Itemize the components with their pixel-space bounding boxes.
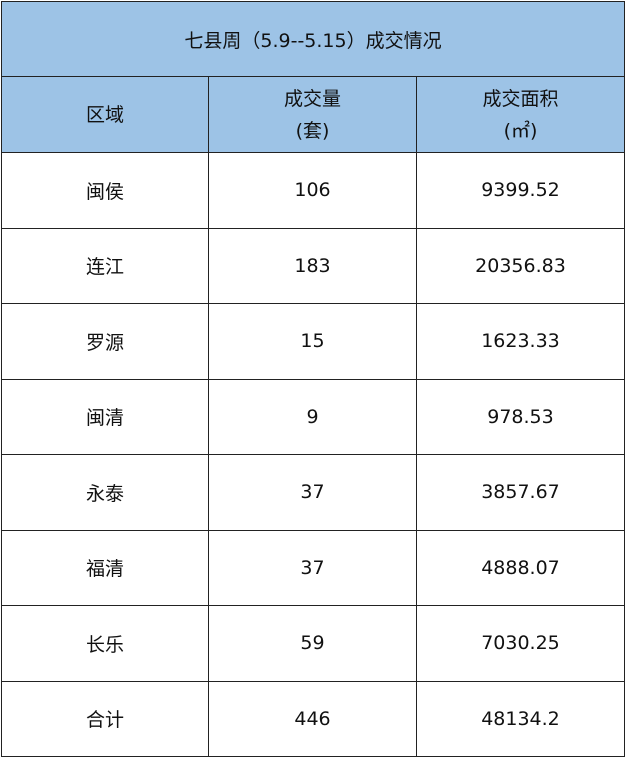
cell-count: 446 — [208, 680, 417, 757]
table-title: 七县周（5.9--5.15）成交情况 — [1, 1, 625, 77]
cell-area: 48134.2 — [416, 680, 625, 757]
cell-region: 长乐 — [1, 605, 209, 682]
table-row: 永泰 37 3857.67 — [1, 454, 625, 531]
table-row: 闽侯 106 9399.52 — [1, 152, 625, 229]
cell-area: 978.53 — [416, 378, 625, 455]
header-area: 成交面积 (㎡) — [416, 76, 625, 153]
table-row: 闽清 9 978.53 — [1, 378, 625, 455]
cell-region: 福清 — [1, 529, 209, 606]
cell-area: 20356.83 — [416, 227, 625, 304]
cell-area: 4888.07 — [416, 529, 625, 606]
cell-area: 7030.25 — [416, 605, 625, 682]
header-label: 成交面积 — [482, 87, 559, 110]
cell-count: 37 — [208, 529, 417, 606]
cell-region: 永泰 — [1, 454, 209, 531]
cell-region: 闽清 — [1, 378, 209, 455]
cell-area: 9399.52 — [416, 152, 625, 229]
table-row: 合计 446 48134.2 — [1, 680, 625, 757]
cell-region: 闽侯 — [1, 152, 209, 229]
cell-region: 连江 — [1, 227, 209, 304]
cell-count: 106 — [208, 152, 417, 229]
header-unit: (㎡) — [503, 119, 538, 142]
cell-area: 1623.33 — [416, 303, 625, 380]
cell-region: 合计 — [1, 680, 209, 757]
table-row: 长乐 59 7030.25 — [1, 605, 625, 682]
cell-region: 罗源 — [1, 303, 209, 380]
cell-count: 15 — [208, 303, 417, 380]
header-region: 区域 — [1, 76, 209, 153]
cell-area: 3857.67 — [416, 454, 625, 531]
table-row: 罗源 15 1623.33 — [1, 303, 625, 380]
header-label: 成交量 — [283, 87, 341, 110]
cell-count: 59 — [208, 605, 417, 682]
header-unit: (套) — [295, 119, 330, 142]
table-row: 连江 183 20356.83 — [1, 227, 625, 304]
header-label: 区域 — [85, 103, 124, 126]
table-row: 福清 37 4888.07 — [1, 529, 625, 606]
cell-count: 183 — [208, 227, 417, 304]
cell-count: 9 — [208, 378, 417, 455]
cell-count: 37 — [208, 454, 417, 531]
header-count: 成交量 (套) — [208, 76, 417, 153]
